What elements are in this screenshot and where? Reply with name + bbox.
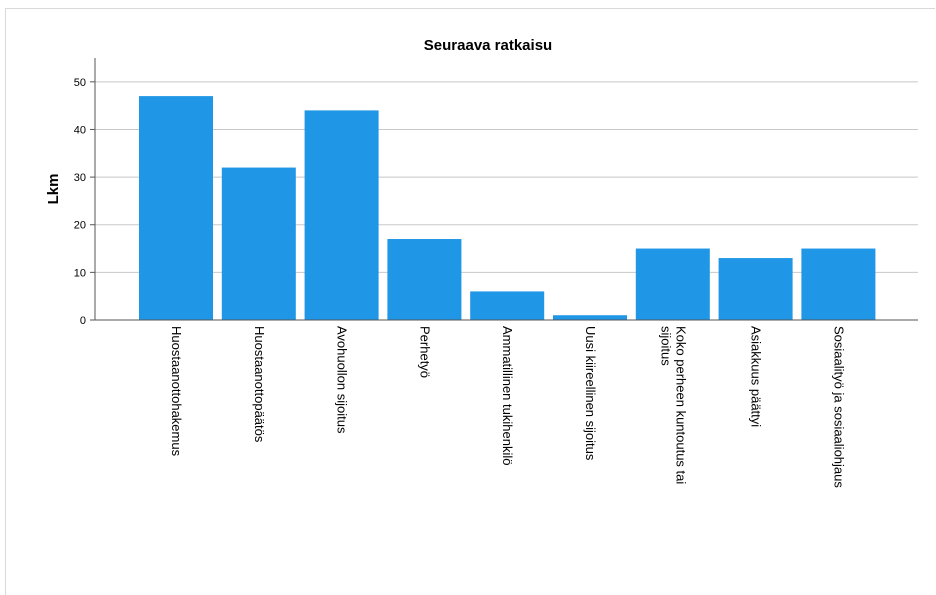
x-tick-label-5-line-0: Uusi kiireellinen sijoitus [583, 326, 598, 461]
y-tick-label-5: 50 [74, 77, 86, 89]
x-tick-label-8-line-0: Sosiaalityö ja sosiaaliohjaus [831, 326, 846, 488]
x-tick-label-0: Huostaanottohakemus [169, 326, 184, 457]
x-tick-label-1: Huostaanottopäätös [252, 326, 267, 443]
x-tick-label-3: Perhetyö [417, 326, 432, 378]
x-tick-label-0-line-0: Huostaanottohakemus [169, 326, 184, 457]
bars [139, 96, 876, 321]
bar-2 [304, 110, 379, 321]
gridlines [90, 81, 918, 321]
x-tick-label-6-line-0: Koko perheen kuntoutus tai [673, 326, 688, 484]
bar-0 [139, 96, 213, 320]
y-tick-labels: 0 10 20 30 40 50 [74, 77, 86, 327]
x-tick-label-6-line-1: sijoitus [658, 326, 673, 366]
chart-title: Seuraava ratkaisu [424, 37, 552, 54]
x-tick-label-2-line-0: Avohuollon sijoitus [335, 326, 350, 434]
chart-frame [5, 8, 935, 595]
x-tick-label-4-line-0: Ammatillinen tukihenkilö [500, 326, 515, 465]
y-tick-label-3: 30 [74, 172, 86, 184]
bar-4 [470, 291, 545, 320]
y-axis-label: Lkm [45, 174, 62, 205]
y-tick-label-0: 0 [80, 315, 86, 327]
bar-6 [635, 248, 710, 320]
x-tick-label-2: Avohuollon sijoitus [335, 326, 350, 434]
x-tick-label-1-line-0: Huostaanottopäätös [252, 326, 267, 443]
x-tick-label-7: Asiakkuus päättyi [749, 326, 764, 427]
x-tick-label-7-line-0: Asiakkuus päättyi [749, 326, 764, 427]
bar-1 [221, 167, 296, 320]
bar-3 [387, 239, 462, 320]
x-tick-labels: Huostaanottohakemus Huostaanottopäätös Avo… [169, 326, 846, 488]
bar-5 [553, 315, 627, 320]
x-tick-label-4: Ammatillinen tukihenkilö [500, 326, 515, 465]
y-tick-label-1: 10 [74, 267, 86, 279]
y-tick-label-2: 20 [74, 220, 86, 232]
x-tick-label-3-line-0: Perhetyö [417, 326, 432, 378]
x-tick-label-5: Uusi kiireellinen sijoitus [583, 326, 598, 461]
bar-7 [718, 258, 793, 320]
axes [94, 58, 918, 321]
y-tick-label-4: 40 [74, 124, 86, 136]
x-tick-label-8: Sosiaalityö ja sosiaaliohjaus [831, 326, 846, 488]
bar-8 [801, 248, 876, 320]
